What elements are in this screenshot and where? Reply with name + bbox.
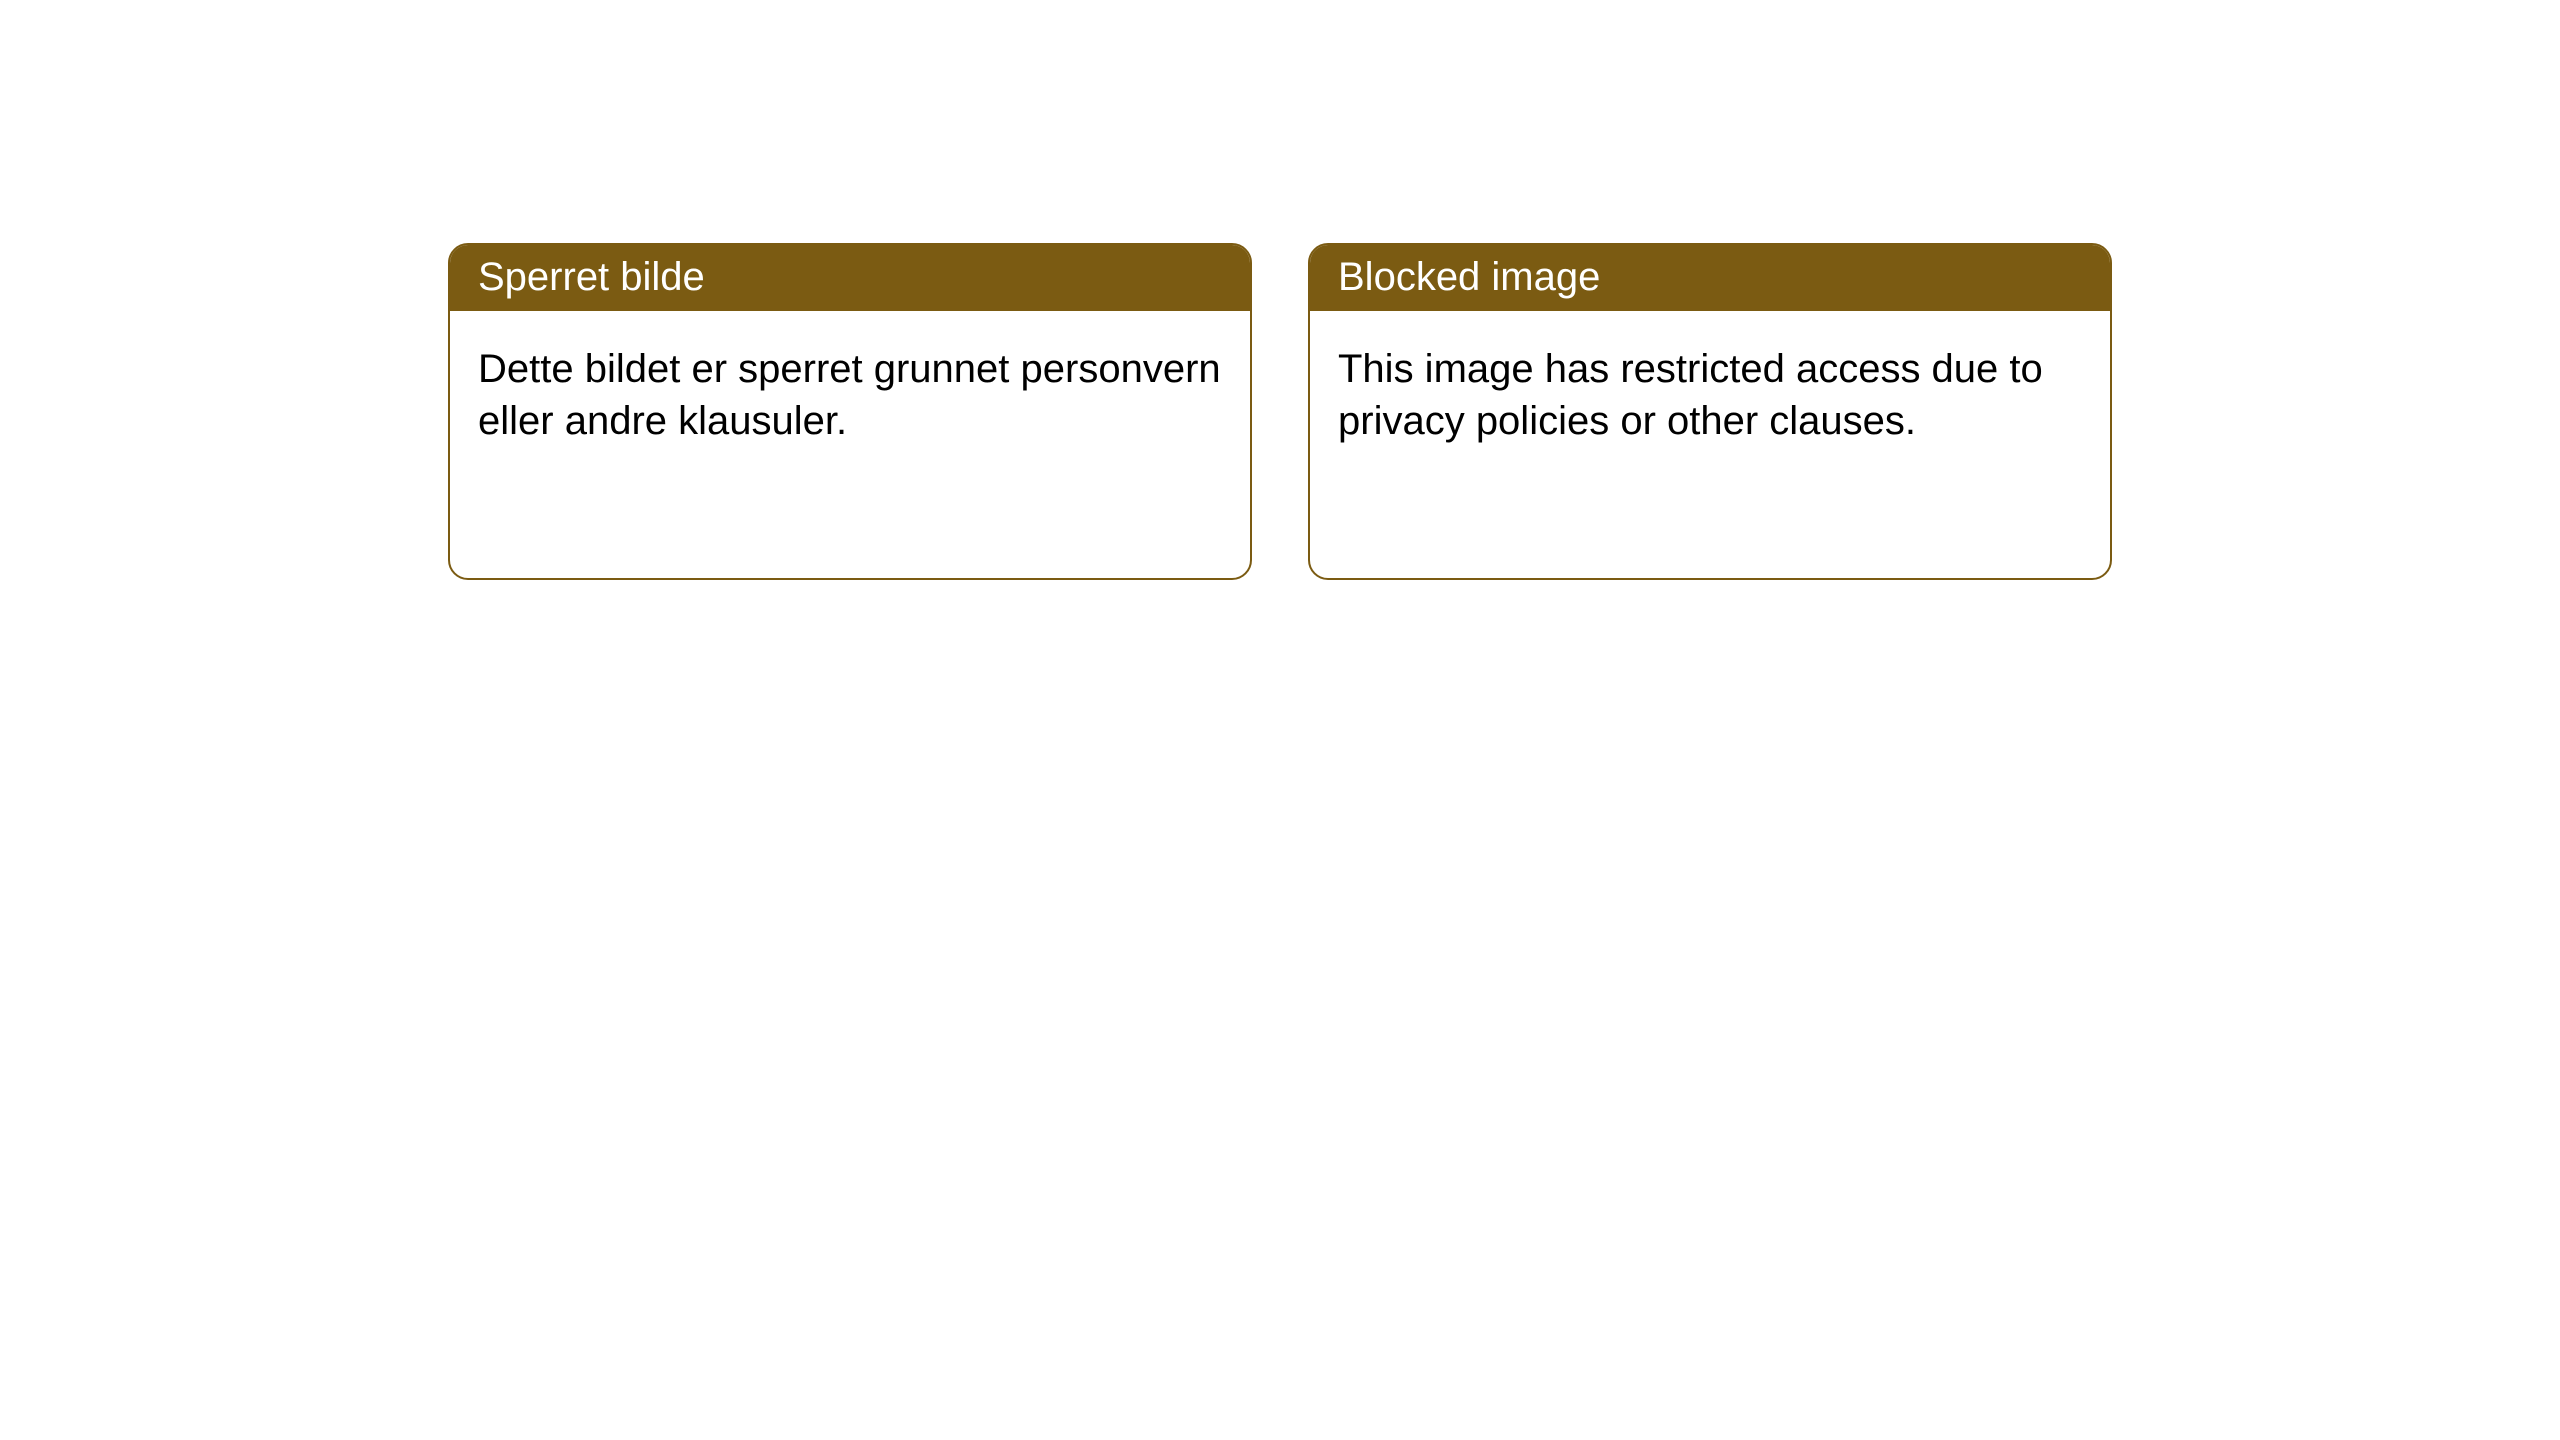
notice-card-norwegian: Sperret bilde Dette bildet er sperret gr… [448, 243, 1252, 580]
notice-body: This image has restricted access due to … [1310, 311, 2110, 479]
notice-body: Dette bildet er sperret grunnet personve… [450, 311, 1250, 479]
notice-title: Blocked image [1310, 245, 2110, 311]
notice-title: Sperret bilde [450, 245, 1250, 311]
notice-container: Sperret bilde Dette bildet er sperret gr… [0, 0, 2560, 580]
notice-card-english: Blocked image This image has restricted … [1308, 243, 2112, 580]
